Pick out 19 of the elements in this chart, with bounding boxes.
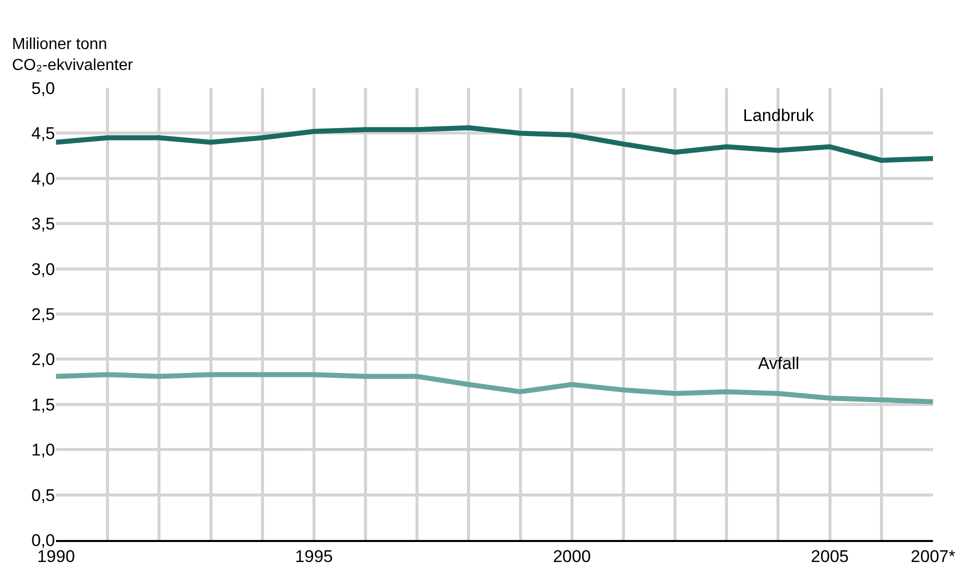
series-label: Landbruk [743,106,814,125]
y-tick-label: 2,0 [31,350,55,370]
x-tick-label: 2005 [810,547,849,566]
y-tick-label: 1,5 [31,395,55,414]
y-tick-label: 4,0 [31,169,55,188]
y-tick-label: 0,5 [31,486,55,505]
y-tick-label: 4,5 [31,124,55,144]
x-tick-label: 1990 [37,547,75,566]
y-tick-label: 3,0 [31,260,55,279]
y-tick-label: 2,5 [31,304,55,324]
y-tick-label: 3,5 [31,214,55,234]
y-tick-label: 0,0 [31,530,55,550]
y-axis-title: Millioner tonn CO₂-ekvivalenter [12,36,134,74]
series-label: Avfall [758,354,800,373]
x-tick-label: 2007* [910,547,956,566]
x-tick-label: 2000 [552,547,591,566]
y-tick-label: 5,0 [31,78,55,98]
y-tick-label: 1,0 [31,440,55,460]
x-tick-label: 1995 [295,547,333,566]
